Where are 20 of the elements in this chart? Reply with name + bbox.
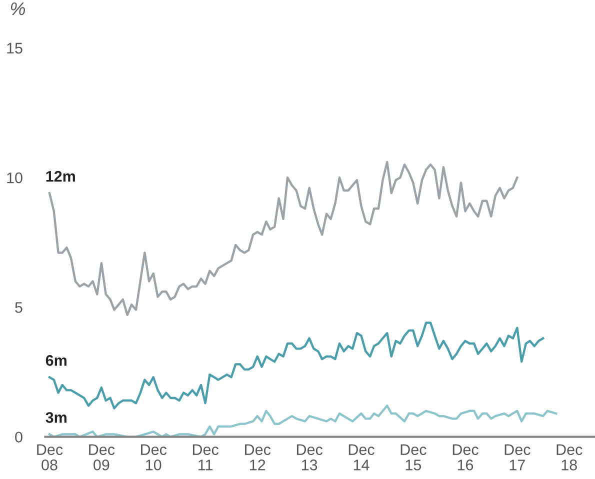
y-axis-title: % bbox=[10, 2, 25, 16]
x-tick-label: Dec 14 bbox=[348, 444, 374, 470]
x-tick-label: Dec 08 bbox=[37, 444, 63, 470]
x-tick-label: Dec 17 bbox=[504, 444, 530, 470]
y-tick-label: 5 bbox=[15, 302, 22, 313]
x-tick-label: Dec 11 bbox=[192, 444, 218, 470]
x-tick-label: Dec 13 bbox=[296, 444, 322, 470]
x-tick-label: Dec 18 bbox=[556, 444, 582, 470]
x-tick-label: Dec 10 bbox=[141, 444, 167, 470]
y-tick-label: 0 bbox=[15, 432, 22, 443]
x-tick-label: Dec 15 bbox=[400, 444, 426, 470]
x-tick-label: Dec 16 bbox=[452, 444, 478, 470]
line-series bbox=[48, 160, 518, 316]
x-tick-label: Dec 12 bbox=[245, 444, 271, 470]
series-label: 3m bbox=[46, 412, 66, 423]
x-tick-label: Dec 09 bbox=[89, 444, 115, 470]
series-label: 12m bbox=[46, 170, 75, 182]
y-tick-label: 15 bbox=[7, 42, 22, 54]
series-label: 6m bbox=[46, 355, 66, 366]
y-tick-label: 10 bbox=[7, 172, 22, 184]
